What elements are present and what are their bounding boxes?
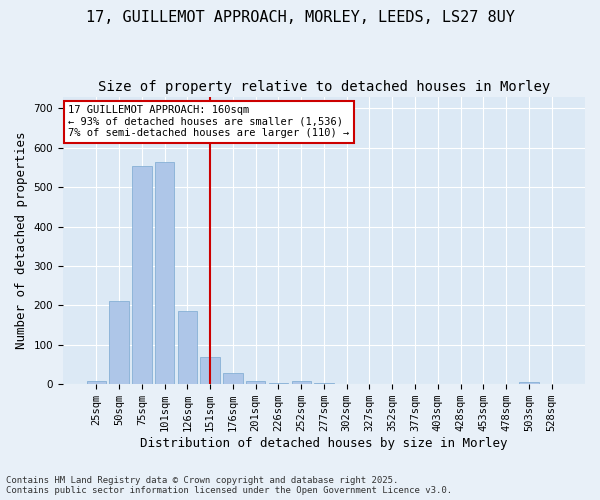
Bar (269, 383, 288, 384)
Text: 17, GUILLEMOT APPROACH, MORLEY, LEEDS, LS27 8UY: 17, GUILLEMOT APPROACH, MORLEY, LEEDS, L… (86, 10, 514, 25)
Bar (109, 302, 129, 384)
Bar (200, 358, 220, 384)
Bar (178, 312, 197, 384)
Bar (155, 162, 174, 384)
Text: 17 GUILLEMOT APPROACH: 160sqm
← 93% of detached houses are smaller (1,536)
7% of: 17 GUILLEMOT APPROACH: 160sqm ← 93% of d… (68, 105, 349, 138)
Bar (132, 166, 152, 384)
Bar (246, 381, 265, 384)
Title: Size of property relative to detached houses in Morley: Size of property relative to detached ho… (98, 80, 550, 94)
X-axis label: Distribution of detached houses by size in Morley: Distribution of detached houses by size … (140, 437, 508, 450)
Bar (223, 373, 242, 384)
Bar (292, 382, 311, 384)
Text: Contains HM Land Registry data © Crown copyright and database right 2025.
Contai: Contains HM Land Registry data © Crown c… (6, 476, 452, 495)
Bar (86, 382, 106, 384)
Y-axis label: Number of detached properties: Number of detached properties (15, 132, 28, 349)
Bar (314, 383, 334, 384)
Bar (519, 382, 539, 384)
